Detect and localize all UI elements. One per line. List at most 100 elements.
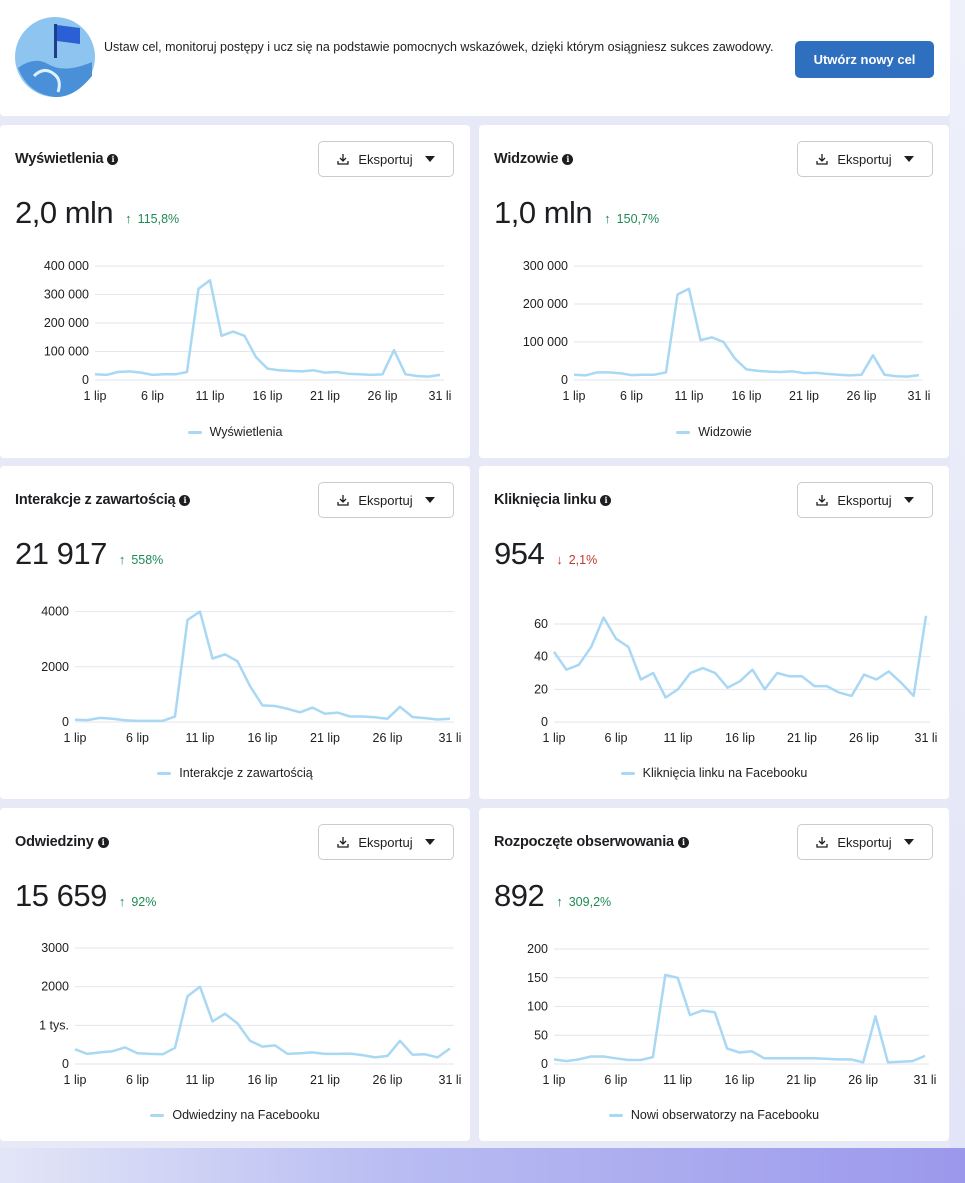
series-line[interactable] [552, 615, 928, 699]
x-tick-label: 21 lip [786, 1073, 816, 1087]
metric-change-value: 558% [131, 552, 164, 567]
legend-label: Kliknięcia linku na Facebooku [642, 766, 808, 780]
y-tick-label: 0 [541, 1057, 548, 1071]
x-tick-label: 1 lip [563, 389, 586, 403]
x-tick-label: 26 lip [849, 731, 879, 745]
x-tick-label: 1 lip [84, 389, 107, 403]
card-views: Wyświetlenia i Eksportuj 2,0 mln ↑ 115,8% … [0, 125, 470, 458]
y-tick-label: 60 [534, 617, 548, 631]
metric-value: 1,0 mln [494, 195, 593, 230]
y-tick-label: 0 [541, 715, 548, 729]
x-tick-label: 6 lip [620, 389, 643, 403]
y-tick-label: 40 [534, 650, 548, 664]
chevron-down-icon [424, 156, 435, 162]
x-tick-label: 1 lip [64, 731, 87, 745]
legend-swatch [608, 1113, 623, 1117]
legend-swatch [676, 430, 691, 434]
arrow-up-icon: ↑ [604, 211, 611, 226]
x-tick-label: 31 li [908, 389, 931, 403]
x-tick-label: 21 lip [787, 731, 817, 745]
series-line[interactable] [573, 287, 920, 378]
x-tick-label: 21 lip [789, 389, 819, 403]
metric-change-value: 150,7% [616, 211, 660, 226]
x-tick-label: 31 li [439, 731, 462, 745]
download-icon [337, 837, 350, 848]
metric-value: 21 917 [15, 536, 107, 571]
export-button[interactable]: Eksportuj [797, 824, 933, 860]
x-tick-label: 16 lip [732, 389, 762, 403]
series-line[interactable] [74, 985, 451, 1059]
export-button[interactable]: Eksportuj [797, 141, 933, 177]
export-button[interactable]: Eksportuj [318, 482, 454, 518]
export-button[interactable]: Eksportuj [797, 482, 933, 518]
create-goal-button[interactable]: Utwórz nowy cel [795, 41, 934, 78]
series-line[interactable] [553, 973, 926, 1064]
series-line[interactable] [74, 610, 451, 723]
x-tick-label: 11 lip [186, 731, 215, 745]
export-label: Eksportuj [837, 834, 892, 850]
line-chart: 0 50 100 150 200 1 lip 6 lip 11 lip 16 lip 21 lip… [527, 942, 937, 1087]
x-tick-label: 16 lip [253, 389, 283, 403]
x-tick-label: 1 lip [543, 1073, 566, 1087]
y-tick-label: 0 [82, 373, 89, 387]
chevron-down-icon [903, 839, 914, 845]
export-label: Eksportuj [358, 151, 413, 167]
x-tick-label: 26 lip [847, 389, 877, 403]
legend-swatch [150, 1113, 165, 1117]
line-chart: 0 2000 4000 1 lip 6 lip 11 lip 16 lip 21 lip 26 … [41, 605, 462, 745]
metric-row: 1,0 mln ↑ 150,7% [494, 195, 659, 231]
y-tick-label: 4000 [41, 605, 69, 619]
info-icon[interactable]: i [562, 153, 574, 165]
line-chart: 0 20 40 60 1 lip 6 lip 11 lip 16 lip 21 lip 26 li… [534, 615, 938, 745]
x-tick-label: 6 lip [605, 731, 628, 745]
line-chart: 0 100 000 200 000 300 000 400 000 1 lip 6 lip 1… [44, 259, 452, 403]
export-button[interactable]: Eksportuj [318, 824, 454, 860]
chart-legend: Odwiedziny na Facebooku [0, 1108, 470, 1122]
metric-row: 21 917 ↑ 558% [15, 536, 163, 572]
x-tick-label: 31 li [439, 1073, 462, 1087]
y-tick-label: 100 000 [44, 345, 89, 359]
metric-change: ↑ 92% [119, 894, 157, 909]
x-tick-label: 31 li [915, 731, 938, 745]
y-tick-label: 0 [62, 715, 69, 729]
info-icon[interactable]: i [107, 153, 119, 165]
y-tick-label: 200 000 [523, 297, 568, 311]
legend-swatch [157, 771, 172, 775]
x-tick-label: 21 lip [310, 389, 340, 403]
export-button[interactable]: Eksportuj [318, 141, 454, 177]
metric-change-value: 2,1% [568, 552, 598, 567]
y-tick-label: 1 tys. [39, 1018, 69, 1032]
y-tick-label: 300 000 [523, 259, 568, 273]
x-tick-label: 1 lip [64, 1073, 87, 1087]
chart-legend: Kliknięcia linku na Facebooku [479, 766, 949, 780]
info-icon[interactable]: i [600, 494, 612, 506]
x-tick-label: 31 li [914, 1073, 937, 1087]
export-label: Eksportuj [837, 151, 892, 167]
info-icon[interactable]: i [677, 836, 689, 848]
legend-label: Wyświetlenia [209, 425, 283, 439]
card-title-text: Rozpoczęte obserwowania [494, 834, 674, 850]
card-title-text: Interakcje z zawartością [15, 492, 176, 508]
metric-row: 2,0 mln ↑ 115,8% [15, 195, 179, 231]
chart-legend: Wyświetlenia [0, 425, 470, 439]
x-tick-label: 11 lip [664, 731, 693, 745]
x-tick-label: 11 lip [663, 1073, 692, 1087]
x-tick-label: 21 lip [310, 1073, 340, 1087]
card-link-clicks: Kliknięcia linku i Eksportuj 954 ↓ 2,1% 0 2… [479, 466, 949, 799]
x-tick-label: 6 lip [126, 1073, 149, 1087]
card-interactions: Interakcje z zawartością i Eksportuj 21 9… [0, 466, 470, 799]
card-title: Interakcje z zawartością i [15, 492, 191, 508]
info-icon[interactable]: i [97, 836, 109, 848]
card-title: Odwiedziny i [15, 834, 109, 850]
x-tick-label: 26 lip [373, 1073, 403, 1087]
y-tick-label: 100 [527, 1000, 548, 1014]
series-line[interactable] [94, 279, 441, 378]
card-title: Wyświetlenia i [15, 151, 119, 167]
metric-change-value: 92% [131, 894, 157, 909]
export-label: Eksportuj [837, 492, 892, 508]
card-title-text: Odwiedziny [15, 834, 94, 850]
info-icon[interactable]: i [179, 494, 191, 506]
card-viewers: Widzowie i Eksportuj 1,0 mln ↑ 150,7% 0 100… [479, 125, 949, 458]
y-tick-label: 0 [62, 1057, 69, 1071]
metric-change-value: 115,8% [137, 211, 180, 226]
